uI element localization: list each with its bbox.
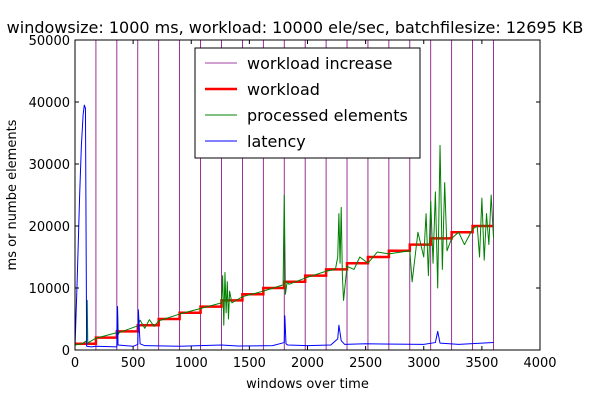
series-latency — [75, 104, 494, 348]
axes: 0 500 1000 1500 2000 2500 3000 3500 400001000020… — [29, 34, 557, 371]
x-tick-label: 0 — [71, 356, 79, 371]
x-tick-label: 1000 — [175, 356, 208, 371]
x-tick-label: 1500 — [233, 356, 266, 371]
y-tick-label: 40000 — [29, 96, 70, 111]
legend-box — [194, 47, 421, 159]
x-tick-label: 2000 — [291, 356, 324, 371]
x-tick-label: 2500 — [349, 356, 382, 371]
y-tick-label: 10000 — [29, 282, 70, 297]
x-tick-label: 500 — [121, 356, 146, 371]
legend-label-latency: latency — [247, 132, 306, 151]
legend-label-workload-increase: workload increase — [247, 54, 392, 73]
y-axis-label: ms or numbe elements — [5, 119, 20, 270]
y-tick-label: 0 — [62, 344, 70, 359]
legend-label-processed-elements: processed elements — [247, 106, 408, 125]
y-tick-label: 30000 — [29, 158, 70, 173]
legend-label-workload: workload — [247, 80, 320, 99]
x-tick-label: 4000 — [523, 356, 556, 371]
series-processed-elements — [75, 144, 494, 346]
legend: workload increase workload processed eleme… — [194, 47, 421, 159]
chart-title: windowsize: 1000 ms, workload: 10000 ele… — [7, 18, 584, 37]
x-axis-label: windows over time — [246, 377, 369, 392]
y-tick-label: 50000 — [29, 34, 70, 49]
y-tick-label: 20000 — [29, 220, 70, 235]
x-tick-label: 3000 — [407, 356, 440, 371]
series-workload — [75, 224, 494, 346]
x-tick-label: 3500 — [465, 356, 498, 371]
